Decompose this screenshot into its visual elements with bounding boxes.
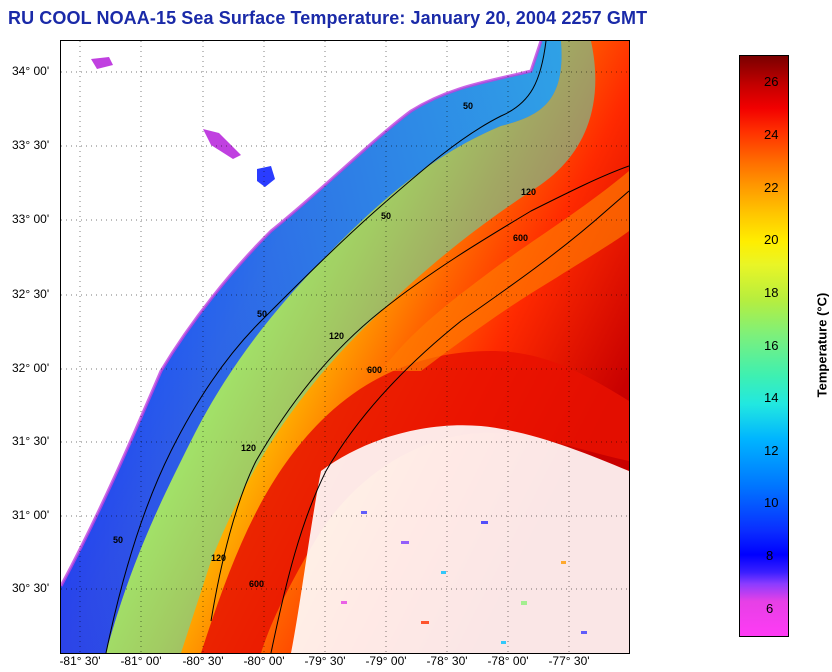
contour-label-600: 600 (513, 233, 528, 243)
colorbar-tick: 22 (764, 180, 779, 195)
colorbar-tick: 8 (766, 548, 774, 563)
colorbar-title: Temperature (°C) (814, 292, 830, 398)
lat-label: 32° 00' (12, 361, 50, 375)
lon-label: -81° 30' (59, 654, 101, 668)
lat-label: 31° 00' (12, 508, 50, 522)
colorbar-tick: 10 (764, 495, 779, 510)
isobath-50 (105, 41, 547, 653)
contour-label-50: 50 (381, 211, 391, 221)
contour-label-120: 120 (521, 187, 536, 197)
inland-water-patch-2 (91, 57, 113, 69)
inland-lake (257, 166, 275, 187)
lon-label: -79° 30' (304, 654, 346, 668)
midshelf-band (106, 41, 596, 653)
colorbar-tick: 12 (764, 443, 779, 458)
lat-label: 31° 30' (12, 434, 50, 448)
colorbar-tick: 18 (764, 285, 779, 300)
coastline (61, 41, 543, 587)
contour-label-group: 50 50 50 50 120 120 120 120 600 600 600 (113, 101, 536, 589)
temperature-colorbar (739, 55, 789, 637)
colorbar-tick: 6 (766, 601, 774, 616)
lat-label: 32° 30' (12, 287, 50, 301)
sst-map[interactable]: 50 50 50 50 120 120 120 120 600 600 600 (60, 40, 630, 654)
isobath-contours (105, 41, 629, 653)
cloud-speckles (341, 511, 587, 644)
land (61, 41, 541, 586)
contour-label-600: 600 (249, 579, 264, 589)
colorbar-tick: 26 (764, 74, 779, 89)
inland-water-patch (203, 129, 241, 159)
lat-label: 34° 00' (12, 64, 50, 78)
gulf-stream-core (201, 351, 629, 653)
lon-label: -79° 00' (365, 654, 407, 668)
colorbar-tick: 16 (764, 338, 779, 353)
contour-label-120: 120 (241, 443, 256, 453)
contour-label-120: 120 (329, 331, 344, 341)
lon-label: -80° 00' (243, 654, 285, 668)
isobath-120 (210, 165, 629, 622)
colorbar-tick: 24 (764, 127, 779, 142)
contour-label-120: 120 (211, 553, 226, 563)
lon-label: -78° 00' (487, 654, 529, 668)
colorbar-tick: 14 (764, 390, 779, 405)
nearshore-band (61, 41, 562, 653)
lon-label: -80° 30' (182, 654, 224, 668)
lat-label: 33° 30' (12, 138, 50, 152)
contour-label-600: 600 (367, 365, 382, 375)
offshore-warm-band (381, 171, 629, 371)
lat-label: 30° 30' (12, 581, 50, 595)
cloud-mask (291, 425, 629, 653)
contour-label-50: 50 (463, 101, 473, 111)
contour-label-50: 50 (257, 309, 267, 319)
lon-label: -78° 30' (426, 654, 468, 668)
graticule (61, 41, 629, 653)
lon-label: -77° 30' (548, 654, 590, 668)
isobath-600 (270, 190, 629, 653)
sst-map-svg: 50 50 50 50 120 120 120 120 600 600 600 (61, 41, 629, 653)
map-title: RU COOL NOAA-15 Sea Surface Temperature:… (8, 8, 648, 28)
colorbar-tick: 20 (764, 232, 779, 247)
contour-label-50: 50 (113, 535, 123, 545)
lon-label: -81° 00' (120, 654, 162, 668)
lat-label: 33° 00' (12, 212, 50, 226)
